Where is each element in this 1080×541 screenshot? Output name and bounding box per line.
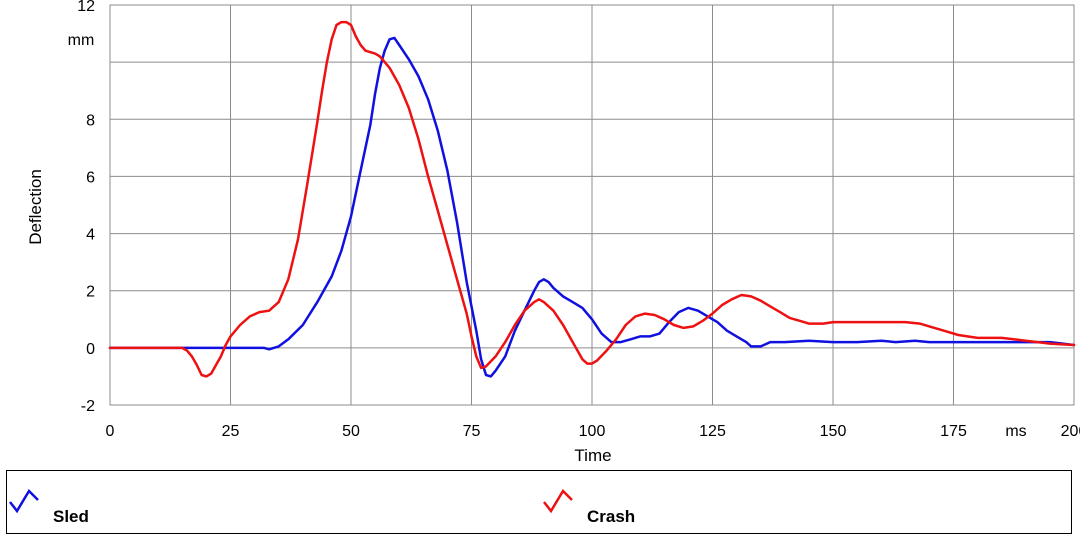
legend-swatch-crash: [543, 488, 573, 514]
x-tick-label: 0: [106, 423, 115, 440]
series-line-crash: [108, 20, 1076, 378]
legend-label-sled: Sled: [53, 507, 89, 526]
tick-labels: 0 25 50 75 100 125 150 175 200 -2 0 2 4 6 8 12: [77, 0, 1080, 440]
x-unit-label: ms: [1005, 423, 1026, 440]
x-tick-label: 125: [699, 423, 726, 440]
y-tick-label: 4: [86, 227, 95, 244]
x-tick-label: 150: [820, 423, 847, 440]
x-axis-title: Time: [574, 446, 611, 465]
x-tick-label: 50: [342, 423, 360, 440]
y-tick-label: -2: [81, 398, 95, 415]
series-lines: [108, 20, 1076, 378]
grid: [109, 4, 1075, 406]
x-tick-label: 75: [463, 423, 481, 440]
x-tick-label: 25: [222, 423, 240, 440]
deflection-chart: 0 25 50 75 100 125 150 175 200 -2 0 2 4 6 8 12 mm ms Ti…: [26, 0, 1080, 465]
x-tick-label: 100: [579, 423, 606, 440]
y-unit-label: mm: [68, 32, 95, 49]
y-tick-label: 6: [86, 169, 95, 186]
legend: Sled Crash: [6, 470, 1072, 534]
series-line-sled: [108, 36, 1076, 378]
legend-swatch-sled: [9, 488, 39, 514]
y-tick-label: 8: [86, 112, 95, 129]
x-tick-label: 175: [940, 423, 967, 440]
x-tick-label: 200: [1061, 423, 1080, 440]
y-tick-label: 2: [86, 284, 95, 301]
y-tick-label: 12: [77, 0, 95, 15]
y-tick-label: 0: [86, 341, 95, 358]
legend-label-crash: Crash: [587, 507, 636, 526]
y-axis-title: Deflection: [26, 169, 45, 245]
